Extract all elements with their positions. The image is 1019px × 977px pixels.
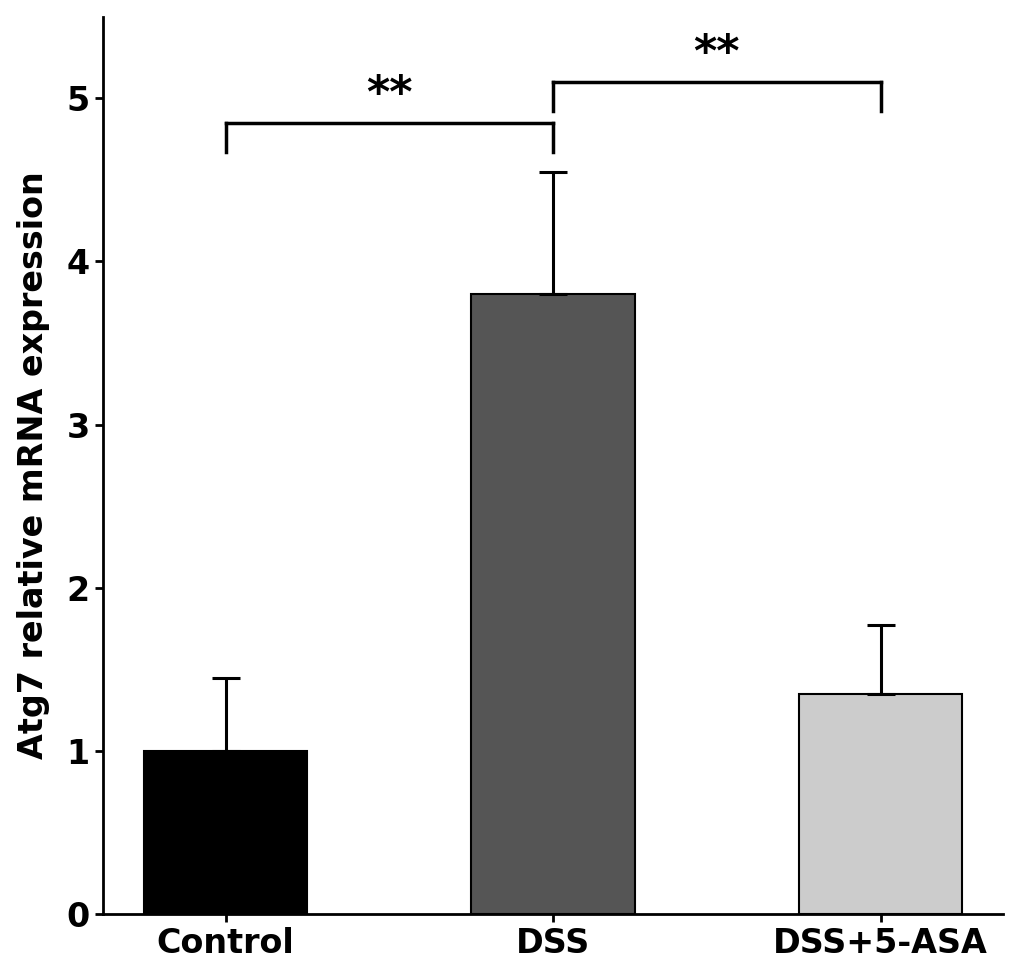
Text: **: ** [366, 73, 412, 116]
Bar [471, 294, 634, 914]
Bar [144, 751, 307, 914]
Y-axis label: Atg7 relative mRNA expression: Atg7 relative mRNA expression [16, 172, 50, 759]
Text: **: ** [693, 32, 740, 75]
Bar [798, 694, 962, 914]
